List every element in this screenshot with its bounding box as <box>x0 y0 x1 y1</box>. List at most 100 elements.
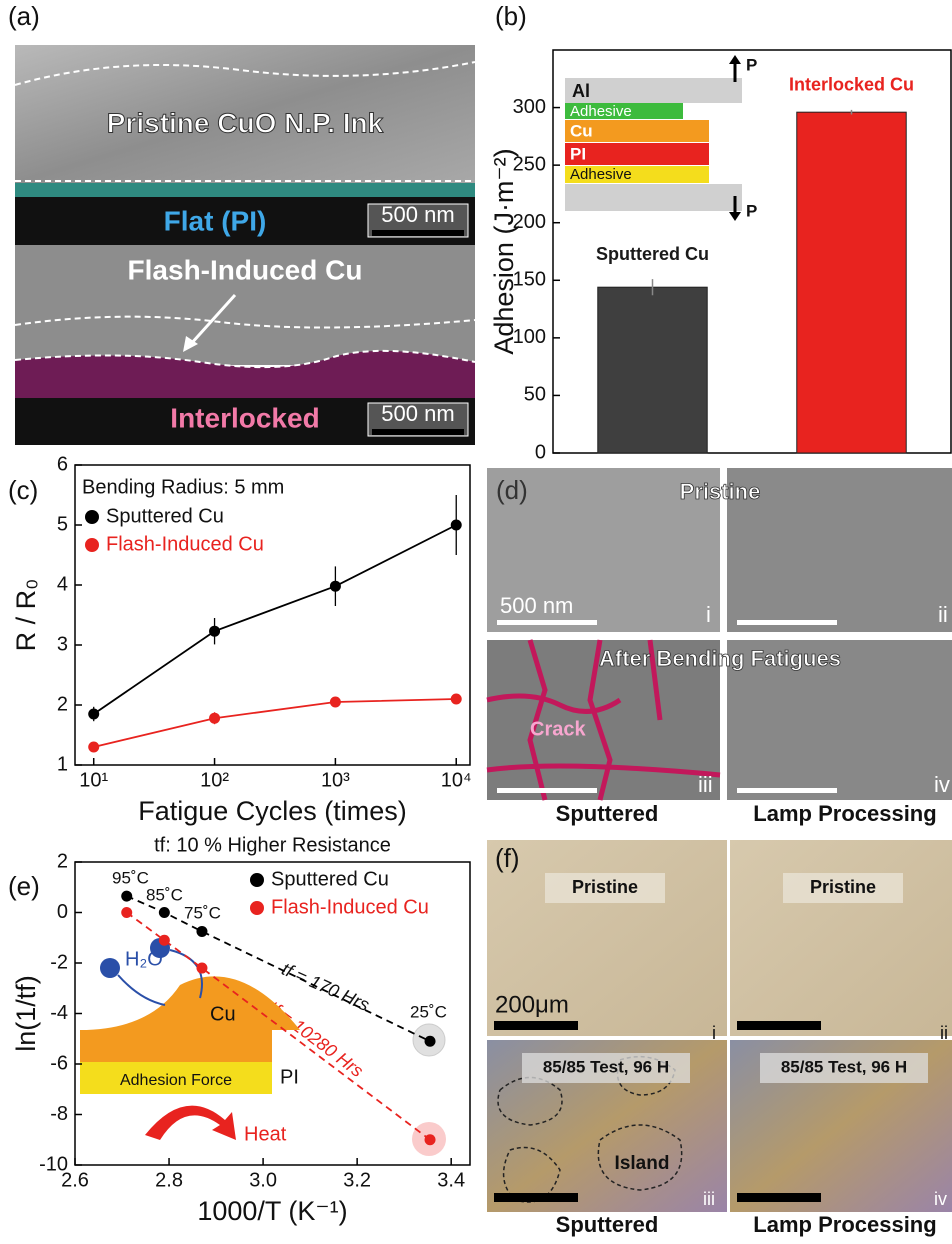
y-tick-label: 2 <box>57 850 68 872</box>
legend-label: Flash-Induced Cu <box>106 533 264 555</box>
y-tick-label: 50 <box>524 384 546 406</box>
scale-bar <box>737 620 837 625</box>
data-point <box>121 907 132 918</box>
y-tick-label: 2 <box>57 693 68 715</box>
image-label: After Bending Fatigues <box>599 646 841 671</box>
column-label: Sputtered <box>556 801 659 826</box>
pi-layer <box>15 183 475 197</box>
scale-label: 200μm <box>495 991 569 1018</box>
point-label: 75˚C <box>184 903 221 922</box>
layer-label: Adhesive <box>570 166 632 183</box>
column-label: Lamp Processing <box>753 1212 936 1237</box>
image-label: 85/85 Test, 96 H <box>781 1057 907 1076</box>
scale-bar <box>737 1193 821 1202</box>
legend-annotation: Bending Radius: 5 mm <box>82 476 284 498</box>
data-point <box>88 709 99 720</box>
y-tick-label: -8 <box>50 1103 68 1125</box>
y-tick-label: 0 <box>57 901 68 923</box>
data-point <box>451 520 462 531</box>
layer-label: Cu <box>570 121 593 140</box>
sub-label: iii <box>698 772 713 797</box>
x-tick-label: 10⁴ <box>441 769 472 791</box>
data-point <box>121 891 132 902</box>
x-tick-label: 10³ <box>321 769 350 791</box>
legend-marker <box>85 538 99 552</box>
cu-layer <box>80 976 300 1062</box>
legend-label: Sputtered Cu <box>106 505 224 527</box>
column-label: Sputtered <box>556 1212 659 1237</box>
y-tick-label: 4 <box>57 573 68 595</box>
scale-label: 500 nm <box>500 593 573 618</box>
legend-marker <box>85 510 99 524</box>
data-point <box>451 694 462 705</box>
data-point <box>209 713 220 724</box>
y-tick-label: -4 <box>50 1002 68 1024</box>
sub-label: iv <box>934 772 950 797</box>
sub-label: iii <box>703 1189 715 1209</box>
x-tick-label: 3.4 <box>437 1169 465 1191</box>
panel-label: (c) <box>8 475 38 505</box>
data-point <box>425 1134 436 1145</box>
panel-a: Pristine CuO N.P. Ink Flat (PI) 500 nm F… <box>15 45 475 445</box>
layer-label: Adhesive <box>570 103 632 120</box>
inset-label: Heat <box>244 1123 287 1145</box>
y-tick-label: 300 <box>513 96 546 118</box>
panel-label: (b) <box>495 1 527 31</box>
data-point <box>209 626 220 637</box>
y-tick-label: 3 <box>57 633 68 655</box>
legend-label: Flash-Induced Cu <box>271 896 429 918</box>
inset-label: H₂O <box>125 948 163 970</box>
scale-bar <box>737 788 837 793</box>
x-tick-label: 10² <box>200 769 229 791</box>
point-label: 85˚C <box>146 885 183 904</box>
x-tick-label: 2.8 <box>155 1169 183 1191</box>
image-label: 85/85 Test, 96 H <box>543 1057 669 1076</box>
chart-title: tf: 10 % Higher Resistance <box>154 834 391 856</box>
arrow-head <box>729 212 741 221</box>
x-tick-label: 2.6 <box>61 1169 89 1191</box>
image-label: Pristine CuO N.P. Ink <box>107 107 384 138</box>
y-tick-label: -6 <box>50 1052 68 1074</box>
layer <box>565 184 742 211</box>
image-label: Flash-Induced Cu <box>128 254 363 285</box>
bar <box>797 112 906 453</box>
scale-bar <box>372 429 464 435</box>
panel-label: (a) <box>8 1 40 31</box>
island-label: Island <box>615 1153 670 1174</box>
x-axis-label: Fatigue Cycles (times) <box>138 796 407 826</box>
x-tick-label: 3.2 <box>343 1169 371 1191</box>
page: body { margin: 0; width: 952px; height: … <box>0 0 952 1239</box>
column-label: Lamp Processing <box>753 801 936 826</box>
force-label: P <box>746 201 757 220</box>
x-tick-label: 10¹ <box>79 769 108 791</box>
panel-f: (f) Pristine Pristine 200μm 85/85 Test, … <box>487 840 952 1237</box>
y-tick-label: 5 <box>57 513 68 535</box>
x-tick-label: 3.0 <box>249 1169 277 1191</box>
image-label: Pristine <box>572 877 638 897</box>
data-point <box>196 963 207 974</box>
inset-label: PI <box>280 1066 299 1088</box>
panel-label: (f) <box>495 843 520 873</box>
optical-image <box>730 840 952 1036</box>
panel-label: (d) <box>496 475 528 505</box>
legend-marker <box>250 873 264 887</box>
scale-bar <box>494 1193 578 1202</box>
scale-bar <box>497 620 597 625</box>
inset-label: Adhesion Force <box>120 1072 232 1089</box>
legend-marker <box>250 901 264 915</box>
y-axis-label: Adhesion (J·m⁻²) <box>489 148 519 354</box>
layer-label: Al <box>572 81 590 101</box>
image-label: Interlocked <box>170 402 319 433</box>
scale-bar <box>372 230 464 236</box>
bar-label: Sputtered Cu <box>596 244 709 264</box>
panel-d: (d) Pristine After Bending Fatigues 500 … <box>487 468 952 826</box>
point-label: 25˚C <box>410 1002 447 1021</box>
scale-bar <box>737 1021 821 1030</box>
sem-image <box>727 468 952 632</box>
data-point <box>196 926 207 937</box>
sub-label: iv <box>934 1189 947 1209</box>
arrow-head <box>729 55 741 64</box>
image-label: Pristine <box>680 479 761 504</box>
sub-label: ii <box>940 1023 948 1043</box>
point-label: 95˚C <box>112 868 149 887</box>
